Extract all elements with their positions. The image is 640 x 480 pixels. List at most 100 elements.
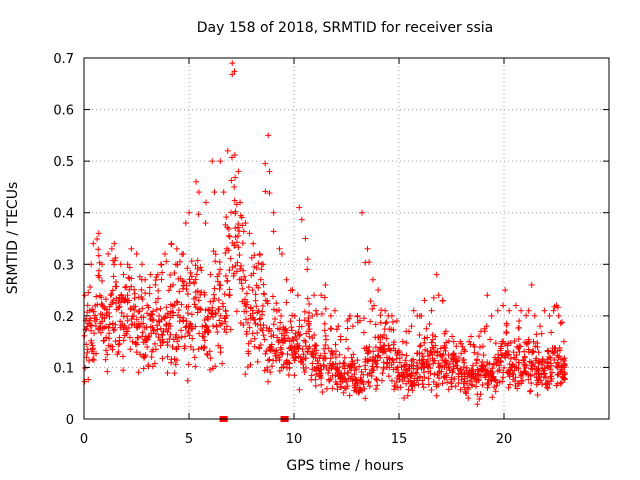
data-point <box>288 327 295 334</box>
x-axis-title: GPS time / hours <box>286 458 403 474</box>
data-point <box>448 374 455 381</box>
data-point <box>291 313 298 320</box>
data-point <box>163 321 170 328</box>
data-point <box>257 315 264 322</box>
data-point <box>296 204 303 211</box>
data-point <box>112 279 119 286</box>
data-point <box>505 384 512 391</box>
data-point <box>369 276 376 283</box>
data-point <box>539 359 546 366</box>
data-point <box>227 255 234 262</box>
data-point <box>505 340 512 347</box>
data-point <box>108 245 115 252</box>
data-point <box>502 287 509 294</box>
data-point <box>217 266 224 273</box>
data-point <box>278 312 285 319</box>
data-point <box>133 316 140 323</box>
data-point <box>292 354 299 361</box>
data-point <box>231 242 238 249</box>
data-point <box>406 328 413 335</box>
data-point <box>106 330 113 337</box>
data-point <box>252 291 259 298</box>
data-point <box>497 359 504 366</box>
data-point <box>192 262 199 269</box>
data-point <box>245 348 252 355</box>
data-point <box>203 323 210 330</box>
data-point <box>347 367 354 374</box>
data-point <box>516 318 523 325</box>
data-point <box>201 291 208 298</box>
data-point <box>81 378 88 385</box>
data-point <box>379 334 386 341</box>
data-point <box>263 324 270 331</box>
y-tick-label: 0.3 <box>53 258 74 273</box>
data-point <box>98 318 105 325</box>
data-point <box>449 333 456 340</box>
data-point <box>503 329 510 336</box>
data-point <box>140 353 147 360</box>
data-point <box>179 278 186 285</box>
data-point <box>142 276 149 283</box>
data-point <box>92 323 99 330</box>
data-point <box>164 353 171 360</box>
data-point <box>396 355 403 362</box>
data-point <box>263 348 270 355</box>
data-point <box>557 347 564 354</box>
data-point <box>477 391 484 398</box>
data-point <box>455 371 462 378</box>
data-point <box>107 292 114 299</box>
data-point <box>153 306 160 313</box>
data-point <box>337 336 344 343</box>
data-point <box>102 356 109 363</box>
data-point <box>204 326 211 333</box>
data-point <box>539 381 546 388</box>
data-point <box>96 267 103 274</box>
data-point <box>110 297 117 304</box>
data-point <box>224 278 231 285</box>
data-point <box>276 354 283 361</box>
data-point <box>328 325 335 332</box>
data-point <box>184 291 191 298</box>
data-point <box>186 276 193 283</box>
data-point <box>480 362 487 369</box>
data-point <box>341 354 348 361</box>
data-point <box>172 334 179 341</box>
data-point <box>538 330 545 337</box>
data-point <box>256 345 263 352</box>
data-point <box>410 356 417 363</box>
data-point <box>90 240 97 247</box>
data-point <box>194 288 201 295</box>
data-point <box>372 321 379 328</box>
data-point <box>527 365 534 372</box>
data-point <box>253 282 260 289</box>
data-point <box>426 351 433 358</box>
data-point <box>232 233 239 240</box>
x-tick-labels: 0 5 10 15 20 <box>80 432 512 447</box>
data-point <box>290 337 297 344</box>
data-point <box>554 371 561 378</box>
data-point <box>359 378 366 385</box>
data-point <box>366 259 373 266</box>
data-point <box>223 245 230 252</box>
data-point <box>158 331 165 338</box>
data-point <box>442 347 449 354</box>
data-point <box>283 276 290 283</box>
data-point <box>396 373 403 380</box>
data-point <box>86 307 93 314</box>
data-point <box>103 334 110 341</box>
data-point <box>287 287 294 294</box>
data-point <box>233 201 240 208</box>
data-point <box>118 309 125 316</box>
data-point <box>474 356 481 363</box>
data-point <box>158 261 165 268</box>
data-point <box>318 310 325 317</box>
data-point <box>158 276 165 283</box>
data-point <box>262 350 269 357</box>
data-point <box>442 328 449 335</box>
data-point <box>300 364 307 371</box>
data-point <box>335 323 342 330</box>
data-point <box>373 375 380 382</box>
data-point <box>390 341 397 348</box>
data-point <box>222 308 229 315</box>
